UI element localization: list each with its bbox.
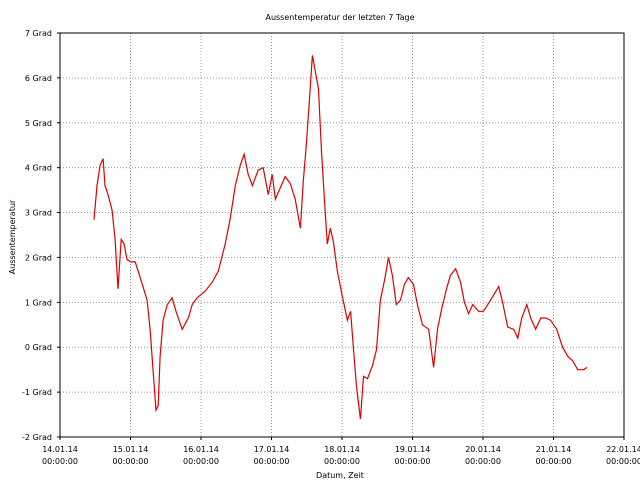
y-tick-label: 5 Grad xyxy=(25,119,52,128)
y-tick-label: 4 Grad xyxy=(25,164,52,173)
y-tick-label: 1 Grad xyxy=(25,298,52,307)
x-tick-label: 18.01.14 xyxy=(324,445,360,454)
temperature-line xyxy=(93,55,588,420)
x-tick-label: 15.01.14 xyxy=(113,445,149,454)
x-tick-label: 22.01.14 xyxy=(606,445,640,454)
x-tick-label: 00:00:00 xyxy=(536,457,572,466)
y-tick-label: 0 Grad xyxy=(25,343,52,352)
y-tick-label: -2 Grad xyxy=(22,433,52,442)
x-tick-label: 14.01.14 xyxy=(42,445,78,454)
y-tick-label: 2 Grad xyxy=(25,253,52,262)
x-tick-label: 17.01.14 xyxy=(254,445,290,454)
x-tick-label: 00:00:00 xyxy=(42,457,78,466)
x-axis-label: Datum, Zeit xyxy=(316,471,364,480)
x-tick-label: 00:00:00 xyxy=(606,457,640,466)
x-tick-label: 21.01.14 xyxy=(536,445,572,454)
x-tick-label: 00:00:00 xyxy=(183,457,219,466)
x-tick-label: 00:00:00 xyxy=(113,457,149,466)
x-tick-label: 20.01.14 xyxy=(465,445,501,454)
y-tick-label: 3 Grad xyxy=(25,209,52,218)
x-tick-label: 19.01.14 xyxy=(395,445,431,454)
x-tick-label: 16.01.14 xyxy=(183,445,219,454)
x-tick-label: 00:00:00 xyxy=(324,457,360,466)
plot-frame xyxy=(59,32,625,438)
y-tick-label: -1 Grad xyxy=(22,388,52,397)
y-tick-label: 6 Grad xyxy=(25,74,52,83)
x-tick-label: 00:00:00 xyxy=(465,457,501,466)
y-axis-label: Aussentemperatur xyxy=(8,199,17,274)
x-tick-label: 00:00:00 xyxy=(395,457,431,466)
y-tick-label: 7 Grad xyxy=(25,29,52,38)
chart-title: Aussentemperatur der letzten 7 Tage xyxy=(265,13,414,22)
x-tick-label: 00:00:00 xyxy=(254,457,290,466)
